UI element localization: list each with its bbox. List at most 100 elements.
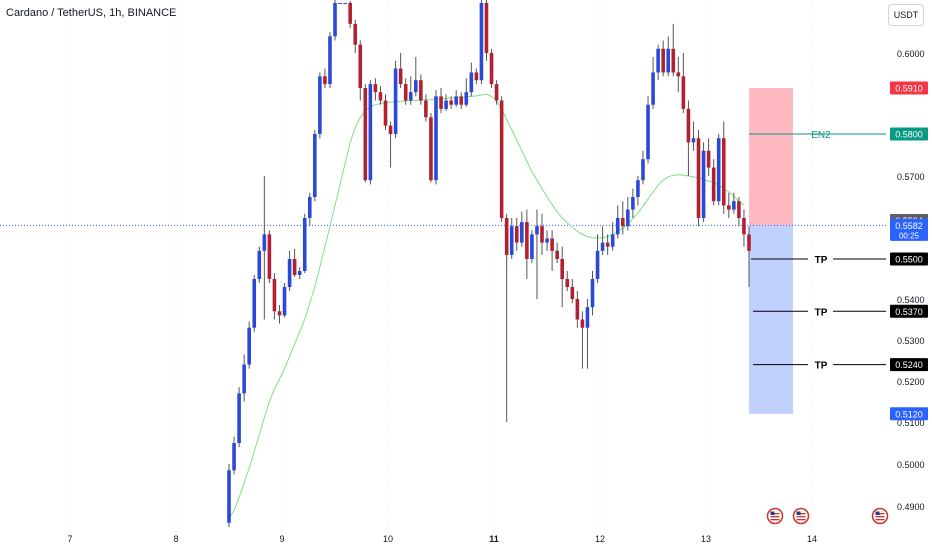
candle-body: [247, 327, 251, 365]
candle-body: [600, 242, 605, 251]
tp-label: TP: [815, 307, 828, 318]
candle-body: [434, 96, 438, 181]
candle-body: [297, 271, 302, 275]
candle-body: [626, 209, 630, 227]
candle-body: [368, 84, 373, 181]
en2-label: EN2: [811, 130, 831, 141]
us-flag-icon-canton: [770, 511, 775, 515]
price-label: 0.5240: [895, 360, 923, 370]
us-flag-icon-stripe: [770, 519, 780, 521]
candle-body: [424, 100, 428, 118]
candle-body: [454, 96, 458, 105]
us-flag-icon-stripe: [770, 513, 780, 515]
take-profit-zone: [749, 225, 793, 414]
candle-body: [232, 443, 236, 471]
price-label-box: [890, 81, 928, 95]
x-tick-label: 8: [173, 534, 178, 544]
candle-body: [545, 238, 549, 243]
candle-body: [252, 279, 257, 328]
price-label-box: [890, 407, 928, 421]
candle-body: [651, 72, 655, 105]
candle-body: [686, 108, 691, 143]
us-flag-icon-stripe: [875, 513, 885, 515]
annotations: EN2 TP TP TP: [749, 130, 886, 372]
candle-body: [550, 238, 554, 251]
tp-label: TP: [815, 255, 828, 266]
candle-body: [555, 250, 559, 259]
candle-body: [398, 68, 403, 85]
candle-body: [489, 53, 494, 85]
candle-body: [737, 201, 741, 218]
candle-body: [292, 259, 297, 275]
candlesticks: [227, 0, 751, 527]
y-tick-label: 0.4900: [897, 502, 925, 512]
candle-body: [585, 307, 590, 328]
candle-body: [499, 100, 504, 218]
position-zones: [0, 88, 886, 414]
price-axis[interactable]: 0.6000 0.5700 0.5400 0.5300 0.5200 0.5100 0.50…: [890, 49, 928, 512]
price-label: 0.5370: [895, 307, 923, 317]
candle-body: [494, 84, 499, 101]
candle-body: [696, 138, 701, 218]
candle-body: [479, 3, 484, 81]
us-flag-icon-stripe: [796, 519, 806, 521]
candle-body: [565, 279, 570, 287]
candle-body: [267, 234, 272, 279]
candle-body: [580, 319, 585, 328]
candle-body: [388, 125, 393, 134]
candle-body: [419, 80, 423, 101]
candle-body: [676, 72, 681, 77]
candle-body: [575, 299, 580, 320]
y-tick-label: 0.5100: [897, 418, 925, 428]
candle-body: [313, 134, 317, 197]
candle-body: [535, 226, 539, 235]
candle-body: [242, 364, 246, 394]
candle-body: [560, 259, 565, 279]
candle-body: [525, 222, 529, 259]
candle-body: [343, 3, 347, 4]
price-label: 0.5582: [895, 221, 923, 231]
us-flag-icon-stripe: [796, 513, 806, 515]
y-tick-label: 0.5200: [897, 377, 925, 387]
us-flag-icon-canton: [875, 511, 880, 515]
candle-body: [444, 100, 448, 109]
candle-body: [595, 250, 600, 279]
candle-body: [373, 84, 378, 93]
candle-body: [727, 205, 731, 210]
candle-body: [605, 242, 610, 247]
us-flag-icon-canton: [796, 511, 801, 515]
candle-body: [636, 180, 640, 197]
candle-body: [661, 48, 665, 73]
candle-body: [338, 3, 342, 4]
candle-body: [509, 226, 514, 255]
candle-body: [408, 92, 413, 101]
candle-body: [257, 250, 262, 279]
candle-body: [681, 76, 686, 109]
currency-button[interactable]: USDT: [888, 4, 924, 26]
us-flag-icon-stripe: [796, 516, 806, 518]
candle-body: [474, 72, 479, 81]
candle-body: [520, 222, 524, 243]
candle-body: [358, 44, 363, 88]
candle-body: [464, 92, 469, 105]
candle-body: [277, 311, 282, 316]
candle-body: [671, 48, 676, 73]
x-tick-label: 12: [595, 534, 605, 544]
candle-body: [363, 88, 368, 181]
price-label: 0.5500: [895, 255, 923, 265]
candle-body: [302, 218, 307, 271]
time-axis[interactable]: 7 8 9 10 11 12 13 14: [67, 534, 817, 544]
y-tick-label: 0.5000: [897, 460, 925, 470]
chart-title: Cardano / TetherUS, 1h, BINANCE: [6, 7, 177, 19]
candle-body: [540, 226, 544, 243]
candle-body: [484, 3, 489, 53]
price-label-box: [890, 218, 928, 241]
candle-body: [307, 197, 312, 218]
candle-body: [449, 100, 453, 105]
y-tick-label: 0.5400: [897, 295, 925, 305]
candle-body: [641, 159, 645, 181]
candle-body: [328, 36, 332, 85]
candle-body: [429, 117, 433, 181]
x-tick-label: 10: [383, 534, 393, 544]
